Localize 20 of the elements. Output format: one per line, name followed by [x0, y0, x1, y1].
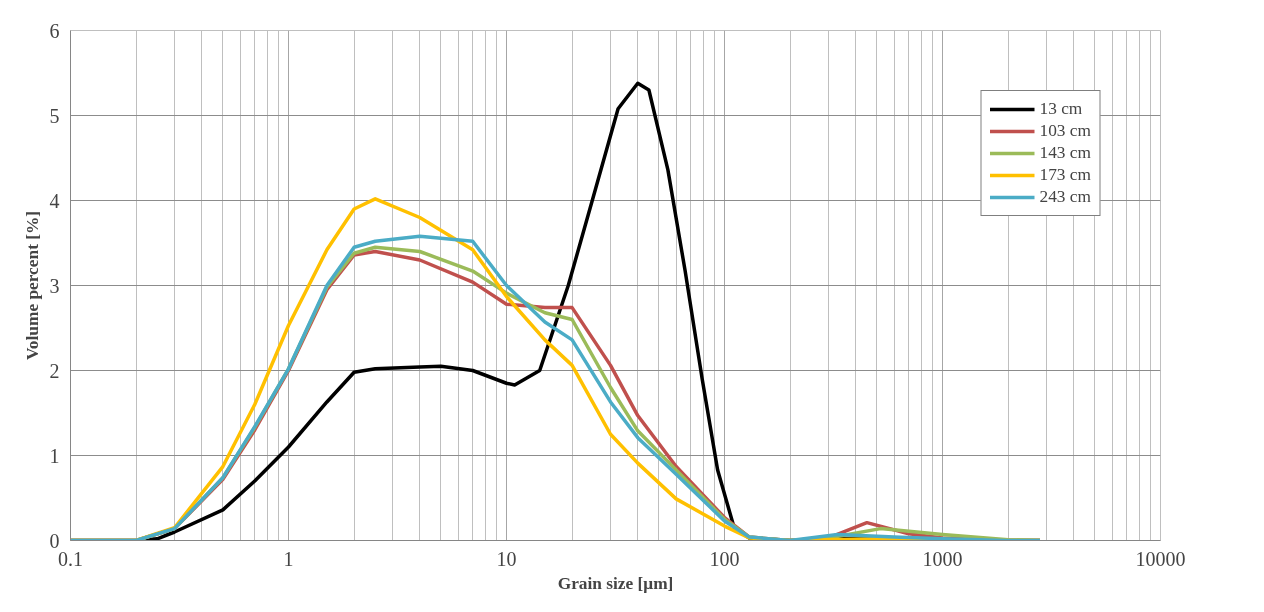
- y-tick-label: 2: [49, 359, 60, 382]
- legend-label: 243 cm: [1039, 187, 1091, 207]
- legend-label: 13 cm: [1039, 99, 1083, 119]
- y-tick-label: 0: [49, 529, 60, 552]
- x-tick-label: 1: [283, 547, 294, 570]
- x-axis-title: Grain size [μm]: [557, 573, 674, 593]
- x-tick-label: 1000: [922, 547, 963, 570]
- x-tick-label: 0.1: [58, 547, 83, 570]
- legend-label: 103 cm: [1039, 121, 1091, 141]
- y-axis-title: Volume percent [%]: [22, 210, 42, 361]
- y-tick-label: 4: [49, 189, 60, 212]
- y-tick-label: 1: [49, 444, 60, 467]
- legend-label: 173 cm: [1039, 165, 1091, 185]
- y-tick-label: 6: [49, 19, 60, 42]
- x-tick-label: 10000: [1135, 547, 1186, 570]
- y-tick-label: 3: [49, 274, 60, 297]
- legend-label: 143 cm: [1039, 143, 1091, 163]
- y-tick-label: 5: [49, 104, 60, 127]
- x-tick-label: 100: [709, 547, 740, 570]
- x-tick-label: 10: [496, 547, 517, 570]
